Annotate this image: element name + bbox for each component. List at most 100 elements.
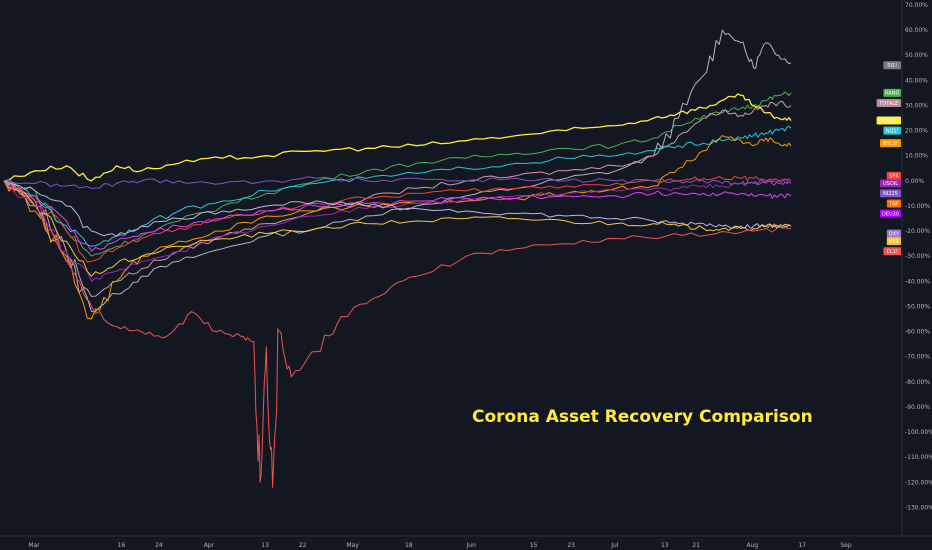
badge-label: CL1! — [886, 249, 897, 255]
badge-rang: RANG — [883, 88, 901, 97]
badge-box — [886, 237, 901, 246]
y-tick-label: 50.00% — [905, 52, 928, 59]
x-tick-label: Sep — [840, 542, 852, 549]
badge-ni225: NI225 — [880, 189, 901, 198]
x-tick-label: 15 — [530, 542, 538, 549]
series-line-gold1 — [3, 93, 792, 182]
x-tick-label: May — [346, 542, 359, 549]
series-line-usoil — [3, 178, 792, 282]
series-line-rang — [3, 91, 792, 257]
y-tick-label: -130.00% — [905, 504, 932, 511]
y-tick-label: -100.00% — [905, 429, 932, 436]
y-tick-label: -110.00% — [905, 454, 932, 461]
badge-nq1: NQ1! — [883, 126, 901, 135]
series-line-ni225 — [3, 176, 792, 189]
badge-box — [886, 199, 901, 208]
x-tick-label: 18 — [405, 542, 413, 549]
badge-label: SPX — [889, 174, 899, 180]
badge-box — [886, 229, 901, 238]
badge-box — [883, 247, 901, 256]
badge-totale: TOTALE — [876, 98, 901, 107]
y-tick-label: -90.00% — [905, 404, 930, 411]
badge-box — [883, 61, 901, 70]
badge-box — [880, 139, 901, 148]
x-tick-label: Apr — [204, 542, 215, 549]
badge-label: BTC1! — [883, 141, 898, 147]
badge-label: USOIL — [883, 181, 898, 187]
y-tick-label: 60.00% — [905, 27, 928, 34]
series-line-totale — [3, 101, 792, 297]
series-line-ukx — [3, 180, 792, 277]
y-tick-label: -30.00% — [905, 253, 930, 260]
series-layer — [3, 29, 792, 488]
x-tick-label: 23 — [567, 542, 575, 549]
x-tick-label: 16 — [118, 542, 126, 549]
x-tick-label: 21 — [692, 542, 700, 549]
badge-label: UKX — [889, 239, 900, 245]
badge-label: DEU30 — [882, 211, 899, 217]
badge-tnf: TNF — [886, 199, 901, 208]
badge-si1: SI1! — [883, 61, 901, 70]
x-tick-label: Mar — [28, 542, 40, 549]
y-tick-label: 30.00% — [905, 102, 928, 109]
badge-box — [886, 171, 901, 180]
x-tick-label: Jun — [466, 542, 477, 549]
badge-label: NI225 — [883, 191, 898, 197]
series-line-dxy — [3, 180, 792, 237]
x-tick-label: 24 — [155, 542, 163, 549]
series-line-cl1 — [3, 180, 792, 488]
badge-label: DXY — [889, 231, 900, 237]
series-line-btc1 — [3, 135, 792, 320]
y-tick-label: 10.00% — [905, 153, 928, 160]
badge-box — [880, 189, 901, 198]
x-tick-label: Aug — [746, 542, 758, 549]
x-tick-label: 13 — [661, 542, 669, 549]
badge-box — [880, 209, 901, 218]
y-tick-label: 0.00% — [905, 178, 924, 185]
x-tick-label: 13 — [261, 542, 269, 549]
x-tick-label: Jul — [610, 542, 619, 549]
y-tick-label: -40.00% — [905, 278, 930, 285]
x-axis[interactable]: Mar 16 24 Apr 13 22 May 18 Jun 15 23 Jul 13 21 Aug 17 Se… — [0, 535, 932, 549]
badge-box — [880, 179, 901, 188]
y-tick-label: -50.00% — [905, 303, 930, 310]
badge-usoil: USOIL — [880, 179, 901, 188]
badge-label: GOLD1! — [879, 118, 899, 124]
badge-btc1: BTC1! — [880, 139, 901, 148]
badge-label: SI1! — [887, 63, 897, 69]
series-line-nq1 — [3, 125, 792, 247]
badge-cl1: CL1! — [883, 247, 901, 256]
badge-box — [876, 116, 901, 125]
y-tick-label: -120.00% — [905, 479, 932, 486]
badge-label: TNF — [888, 201, 899, 207]
y-tick-label: 70.00% — [905, 2, 928, 9]
y-tick-label: 40.00% — [905, 77, 928, 84]
badge-dxy: DXY — [886, 229, 901, 238]
badge-deu30: DEU30 — [880, 209, 901, 218]
y-tick-label: -60.00% — [905, 329, 930, 336]
badge-label: RANG — [885, 91, 899, 97]
badge-label: NQ1! — [886, 128, 899, 134]
y-tick-label: -10.00% — [905, 203, 930, 210]
badge-box — [883, 126, 901, 135]
series-line-si1 — [3, 29, 792, 313]
badge-label: TOTALE — [878, 101, 898, 107]
y-tick-label: -80.00% — [905, 379, 930, 386]
badge-gold1: GOLD1! — [876, 116, 901, 125]
x-tick-label: 17 — [798, 542, 806, 549]
chart-title: Corona Asset Recovery Comparison — [472, 407, 813, 427]
badge-box — [883, 88, 901, 97]
series-line-deu30 — [3, 180, 792, 252]
badge-ukx: UKX — [886, 237, 901, 246]
y-axis[interactable]: 70.00% 60.00% 50.00% 40.00% 30.00% 20.00% 10.0… — [901, 0, 932, 536]
badge-box — [876, 98, 901, 107]
x-tick-label: 22 — [299, 542, 307, 549]
y-tick-label: -20.00% — [905, 228, 930, 235]
series-line-spx — [3, 175, 792, 263]
y-tick-label: 20.00% — [905, 128, 928, 135]
badge-spx: SPX — [886, 171, 901, 180]
y-tick-label: -70.00% — [905, 354, 930, 361]
